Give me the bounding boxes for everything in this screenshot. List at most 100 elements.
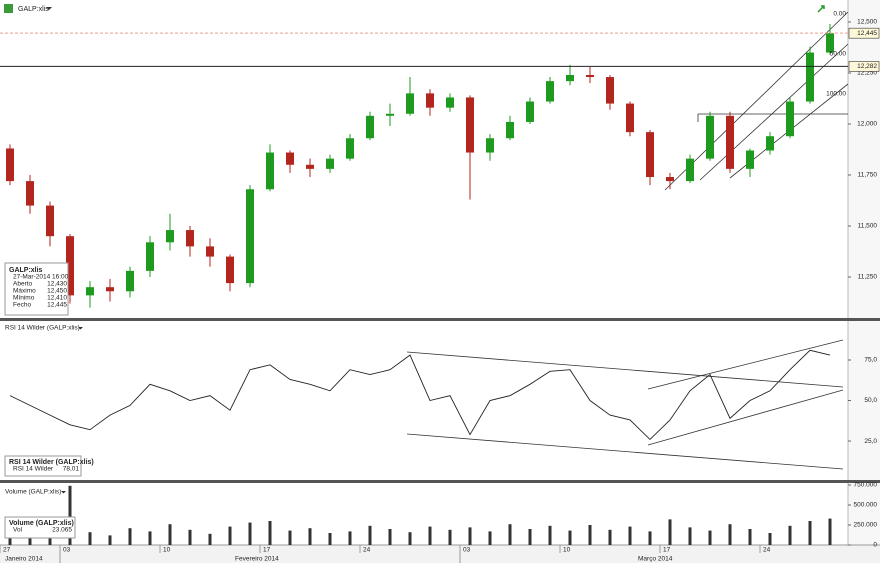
volume-bar	[368, 525, 372, 545]
info-box	[4, 262, 69, 316]
candle-body	[146, 242, 154, 271]
volume-bar	[668, 519, 672, 545]
dropdown-arrow[interactable]	[46, 7, 52, 10]
candle-body	[446, 97, 454, 108]
candle-body	[66, 236, 74, 296]
volume-bar	[148, 531, 152, 545]
volume-bar	[428, 526, 432, 545]
fib-label: 100.00	[826, 91, 846, 98]
rsi-line	[9, 349, 831, 441]
volume-bar	[528, 529, 532, 545]
volume-bar	[308, 528, 312, 545]
candle-body	[746, 150, 754, 169]
volume-bar	[248, 522, 252, 545]
rsi-trend-line	[406, 351, 844, 388]
candle-body	[126, 270, 134, 292]
y-tick-label: 75,0	[864, 357, 877, 364]
volume-bar	[208, 533, 212, 545]
info-value: 78,01	[63, 466, 80, 473]
volume-bar	[328, 533, 332, 545]
date-label: 24	[363, 547, 371, 554]
volume-bar	[628, 526, 632, 545]
volume-bar	[828, 518, 832, 545]
volume-bar	[708, 530, 712, 545]
volume-bar	[448, 529, 452, 545]
candle-body	[206, 246, 214, 257]
candle-body	[686, 158, 694, 182]
info-value: 12,450	[47, 288, 67, 295]
info-label: Aberto	[13, 281, 33, 288]
candle-body	[26, 181, 34, 206]
info-label: Mínimo	[13, 295, 35, 302]
info-title: RSI 14 Wilder (GALP:xlis)	[9, 459, 94, 466]
volume-bar	[68, 485, 72, 545]
date-label: 27	[3, 547, 11, 554]
date-label: 17	[663, 547, 671, 554]
price-axis-column	[848, 0, 880, 545]
y-tick-label: 750.000	[854, 482, 878, 489]
candle-body	[826, 33, 834, 53]
candle-body	[726, 115, 734, 169]
candle-body	[586, 75, 594, 78]
panel-separator	[0, 480, 880, 483]
candle-body	[286, 152, 294, 165]
y-tick-label: 0	[873, 542, 877, 549]
candle-body	[186, 230, 194, 247]
date-label: 10	[563, 547, 571, 554]
candle-body	[486, 138, 494, 153]
info-box	[4, 516, 76, 539]
volume-bar	[188, 529, 192, 545]
symbol-icon[interactable]	[4, 4, 13, 13]
info-value: 23.065	[52, 527, 72, 534]
volume-bar	[568, 530, 572, 545]
candle-body	[606, 77, 614, 104]
candle-body	[806, 52, 814, 102]
candle-body	[326, 158, 334, 169]
info-label: Máximo	[13, 288, 36, 295]
volume-bar	[728, 524, 732, 545]
candle-body	[466, 97, 474, 153]
dropdown-arrow[interactable]	[61, 491, 66, 494]
candle-body	[546, 81, 554, 102]
date-label: 17	[263, 547, 271, 554]
volume-bar	[408, 532, 412, 545]
info-title: Volume (GALP:xlis)	[9, 520, 74, 527]
info-label: RSI 14 Wilder	[13, 466, 54, 473]
symbol-title[interactable]: GALP:xlis	[18, 6, 49, 13]
info-title: GALP:xlis	[9, 267, 43, 274]
info-value: 12,410	[47, 295, 67, 302]
volume-bar	[788, 525, 792, 545]
price-label-box	[848, 27, 880, 39]
info-label: Fecho	[13, 302, 31, 309]
date-label: 24	[763, 547, 771, 554]
info-label: Vol	[13, 527, 23, 534]
month-label: Fevereiro 2014	[235, 556, 279, 563]
candle-body	[786, 101, 794, 137]
volume-bar	[468, 527, 472, 545]
info-value: 12,430	[47, 281, 67, 288]
y-tick-label: 11,750	[858, 172, 878, 179]
y-tick-label: 25,0	[864, 438, 877, 445]
candle-body	[266, 152, 274, 190]
candle-body	[46, 205, 54, 237]
fib-label: 50.00	[830, 51, 847, 58]
candle-body	[706, 115, 714, 159]
volume-bar	[108, 535, 112, 545]
candle-body	[86, 287, 94, 296]
price-label: 12,445	[857, 30, 877, 37]
volume-bar	[28, 533, 32, 545]
rsi-trend-line	[647, 339, 844, 390]
candle-body	[666, 177, 674, 182]
volume-bar	[388, 529, 392, 545]
candle-body	[306, 164, 314, 169]
price-label-box	[848, 61, 880, 72]
dropdown-arrow[interactable]	[78, 327, 83, 330]
rsi-panel-title[interactable]: RSI 14 Wilder (GALP:xlis)	[5, 325, 80, 332]
volume-bar	[488, 531, 492, 545]
trend-icon[interactable]	[817, 5, 825, 13]
volume-bar	[168, 524, 172, 545]
month-label: Janeiro 2014	[5, 556, 43, 563]
info-value: 12,445	[47, 302, 67, 309]
volume-panel-title[interactable]: Volume (GALP:xlis)	[5, 489, 61, 496]
